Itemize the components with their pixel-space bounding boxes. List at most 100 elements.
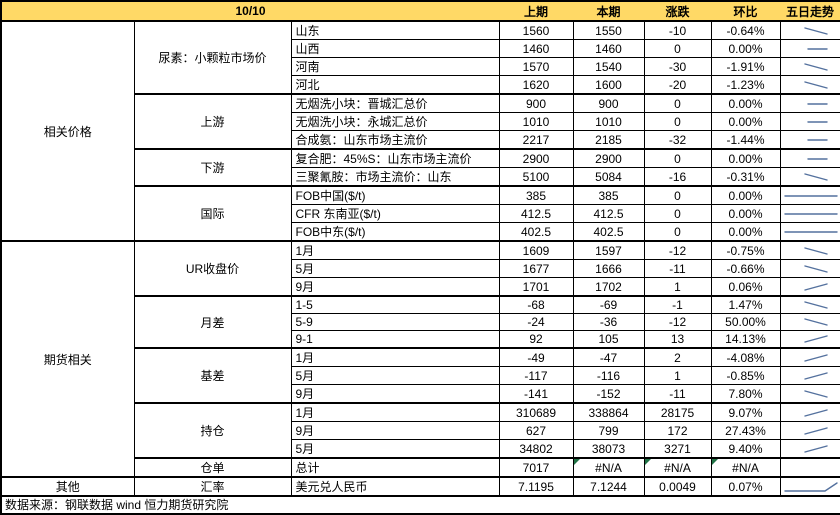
trend-sparkline-icon: [781, 132, 840, 148]
pct-value-cell: 9.07%: [711, 403, 780, 422]
item-label-cell: 5月: [291, 260, 499, 278]
change-value-cell: 0: [644, 186, 711, 205]
trend-sparkline-cell: [780, 278, 840, 297]
trend-sparkline-icon: [781, 405, 840, 421]
change-value-cell: 0: [644, 94, 711, 113]
trend-sparkline-cell: [780, 331, 840, 349]
prev-value-cell: 7017: [499, 458, 573, 477]
prev-value-cell: -24: [499, 314, 573, 331]
pct-value-cell: -0.31%: [711, 168, 780, 187]
item-label-cell: 1月: [291, 403, 499, 422]
trend-sparkline-cell: [780, 477, 840, 496]
trend-sparkline-icon: [781, 114, 840, 130]
trend-sparkline-icon: [781, 41, 840, 57]
trend-sparkline-cell: [780, 458, 840, 477]
trend-sparkline-cell: [780, 260, 840, 278]
change-value-cell: 0.0049: [644, 477, 711, 496]
trend-sparkline-icon: [781, 169, 840, 185]
prev-value-cell: -141: [499, 385, 573, 404]
prev-value-cell: 1701: [499, 278, 573, 297]
trend-sparkline-icon: [781, 261, 840, 277]
change-value-cell: 13: [644, 331, 711, 349]
prev-value-cell: -117: [499, 367, 573, 385]
item-label-cell: 山东: [291, 21, 499, 40]
pct-value-cell: 0.00%: [711, 223, 780, 242]
prev-value-cell: 412.5: [499, 205, 573, 223]
trend-sparkline-icon: [781, 297, 840, 313]
change-value-cell: -1: [644, 296, 711, 314]
pct-value-cell: 0.07%: [711, 477, 780, 496]
trend-sparkline-cell: [780, 21, 840, 40]
prev-value-cell: 5100: [499, 168, 573, 187]
curr-value-cell: 338864: [573, 403, 644, 422]
change-value-cell: -12: [644, 241, 711, 260]
header-row: 10/10 上期 本期 涨跌 环比 五日走势: [1, 1, 840, 21]
prev-value-cell: 1620: [499, 76, 573, 95]
prev-value-cell: 900: [499, 94, 573, 113]
na-marker-icon: [645, 459, 651, 465]
curr-value-cell: 2900: [573, 149, 644, 168]
change-value-cell: #N/A: [644, 458, 711, 477]
item-label-cell: 1-5: [291, 296, 499, 314]
na-marker-icon: [712, 459, 718, 465]
change-value-cell: -32: [644, 131, 711, 150]
item-label-cell: 合成氨：山东市场主流价: [291, 131, 499, 150]
trend-sparkline-icon: [781, 350, 840, 366]
prev-value-cell: 1609: [499, 241, 573, 260]
pct-value-cell: -1.23%: [711, 76, 780, 95]
trend-sparkline-cell: [780, 149, 840, 168]
pct-value-cell: 0.00%: [711, 40, 780, 58]
curr-value-cell: -69: [573, 296, 644, 314]
curr-value-cell: -36: [573, 314, 644, 331]
change-value-cell: -30: [644, 58, 711, 76]
prev-value-cell: 1460: [499, 40, 573, 58]
trend-sparkline-cell: [780, 385, 840, 404]
column-header-prev: 上期: [499, 1, 573, 21]
section-label-cell: 其他: [1, 477, 134, 496]
item-label-cell: FOB中东($/t): [291, 223, 499, 242]
trend-sparkline-cell: [780, 422, 840, 440]
prev-value-cell: 7.1195: [499, 477, 573, 496]
curr-value-cell: 1010: [573, 113, 644, 131]
group-label-cell: 月差: [134, 296, 291, 348]
pct-value-cell: 9.40%: [711, 440, 780, 459]
pct-value-cell: 0.00%: [711, 205, 780, 223]
curr-value-cell: 1597: [573, 241, 644, 260]
trend-sparkline-cell: [780, 76, 840, 95]
trend-sparkline-icon: [781, 368, 840, 384]
item-label-cell: 9月: [291, 278, 499, 297]
prev-value-cell: 92: [499, 331, 573, 349]
trend-sparkline-cell: [780, 186, 840, 205]
trend-sparkline-cell: [780, 367, 840, 385]
group-label-cell: 汇率: [134, 477, 291, 496]
trend-sparkline-icon: [781, 23, 840, 39]
trend-sparkline-icon: [781, 243, 840, 259]
item-label-cell: FOB中国($/t): [291, 186, 499, 205]
change-value-cell: 0: [644, 40, 711, 58]
pct-value-cell: -0.85%: [711, 367, 780, 385]
trend-sparkline-icon: [781, 188, 840, 204]
group-label-cell: 基差: [134, 348, 291, 403]
pct-value-cell: 0.06%: [711, 278, 780, 297]
curr-value-cell: #N/A: [573, 458, 644, 477]
item-label-cell: 5月: [291, 367, 499, 385]
pct-value-cell: -1.44%: [711, 131, 780, 150]
trend-sparkline-cell: [780, 131, 840, 150]
trend-sparkline-icon: [781, 96, 840, 112]
pct-value-cell: 0.00%: [711, 186, 780, 205]
change-value-cell: -12: [644, 314, 711, 331]
trend-sparkline-cell: [780, 241, 840, 260]
item-label-cell: 无烟洗小块：永城汇总价: [291, 113, 499, 131]
change-value-cell: 0: [644, 113, 711, 131]
trend-sparkline-cell: [780, 223, 840, 242]
report-date-cell: 10/10: [1, 1, 499, 21]
change-value-cell: 1: [644, 367, 711, 385]
trend-sparkline-icon: [781, 151, 840, 167]
prev-value-cell: 1677: [499, 260, 573, 278]
change-value-cell: -10: [644, 21, 711, 40]
item-label-cell: 9月: [291, 385, 499, 404]
group-label-cell: 持仓: [134, 403, 291, 458]
change-value-cell: 28175: [644, 403, 711, 422]
pct-value-cell: #N/A: [711, 458, 780, 477]
